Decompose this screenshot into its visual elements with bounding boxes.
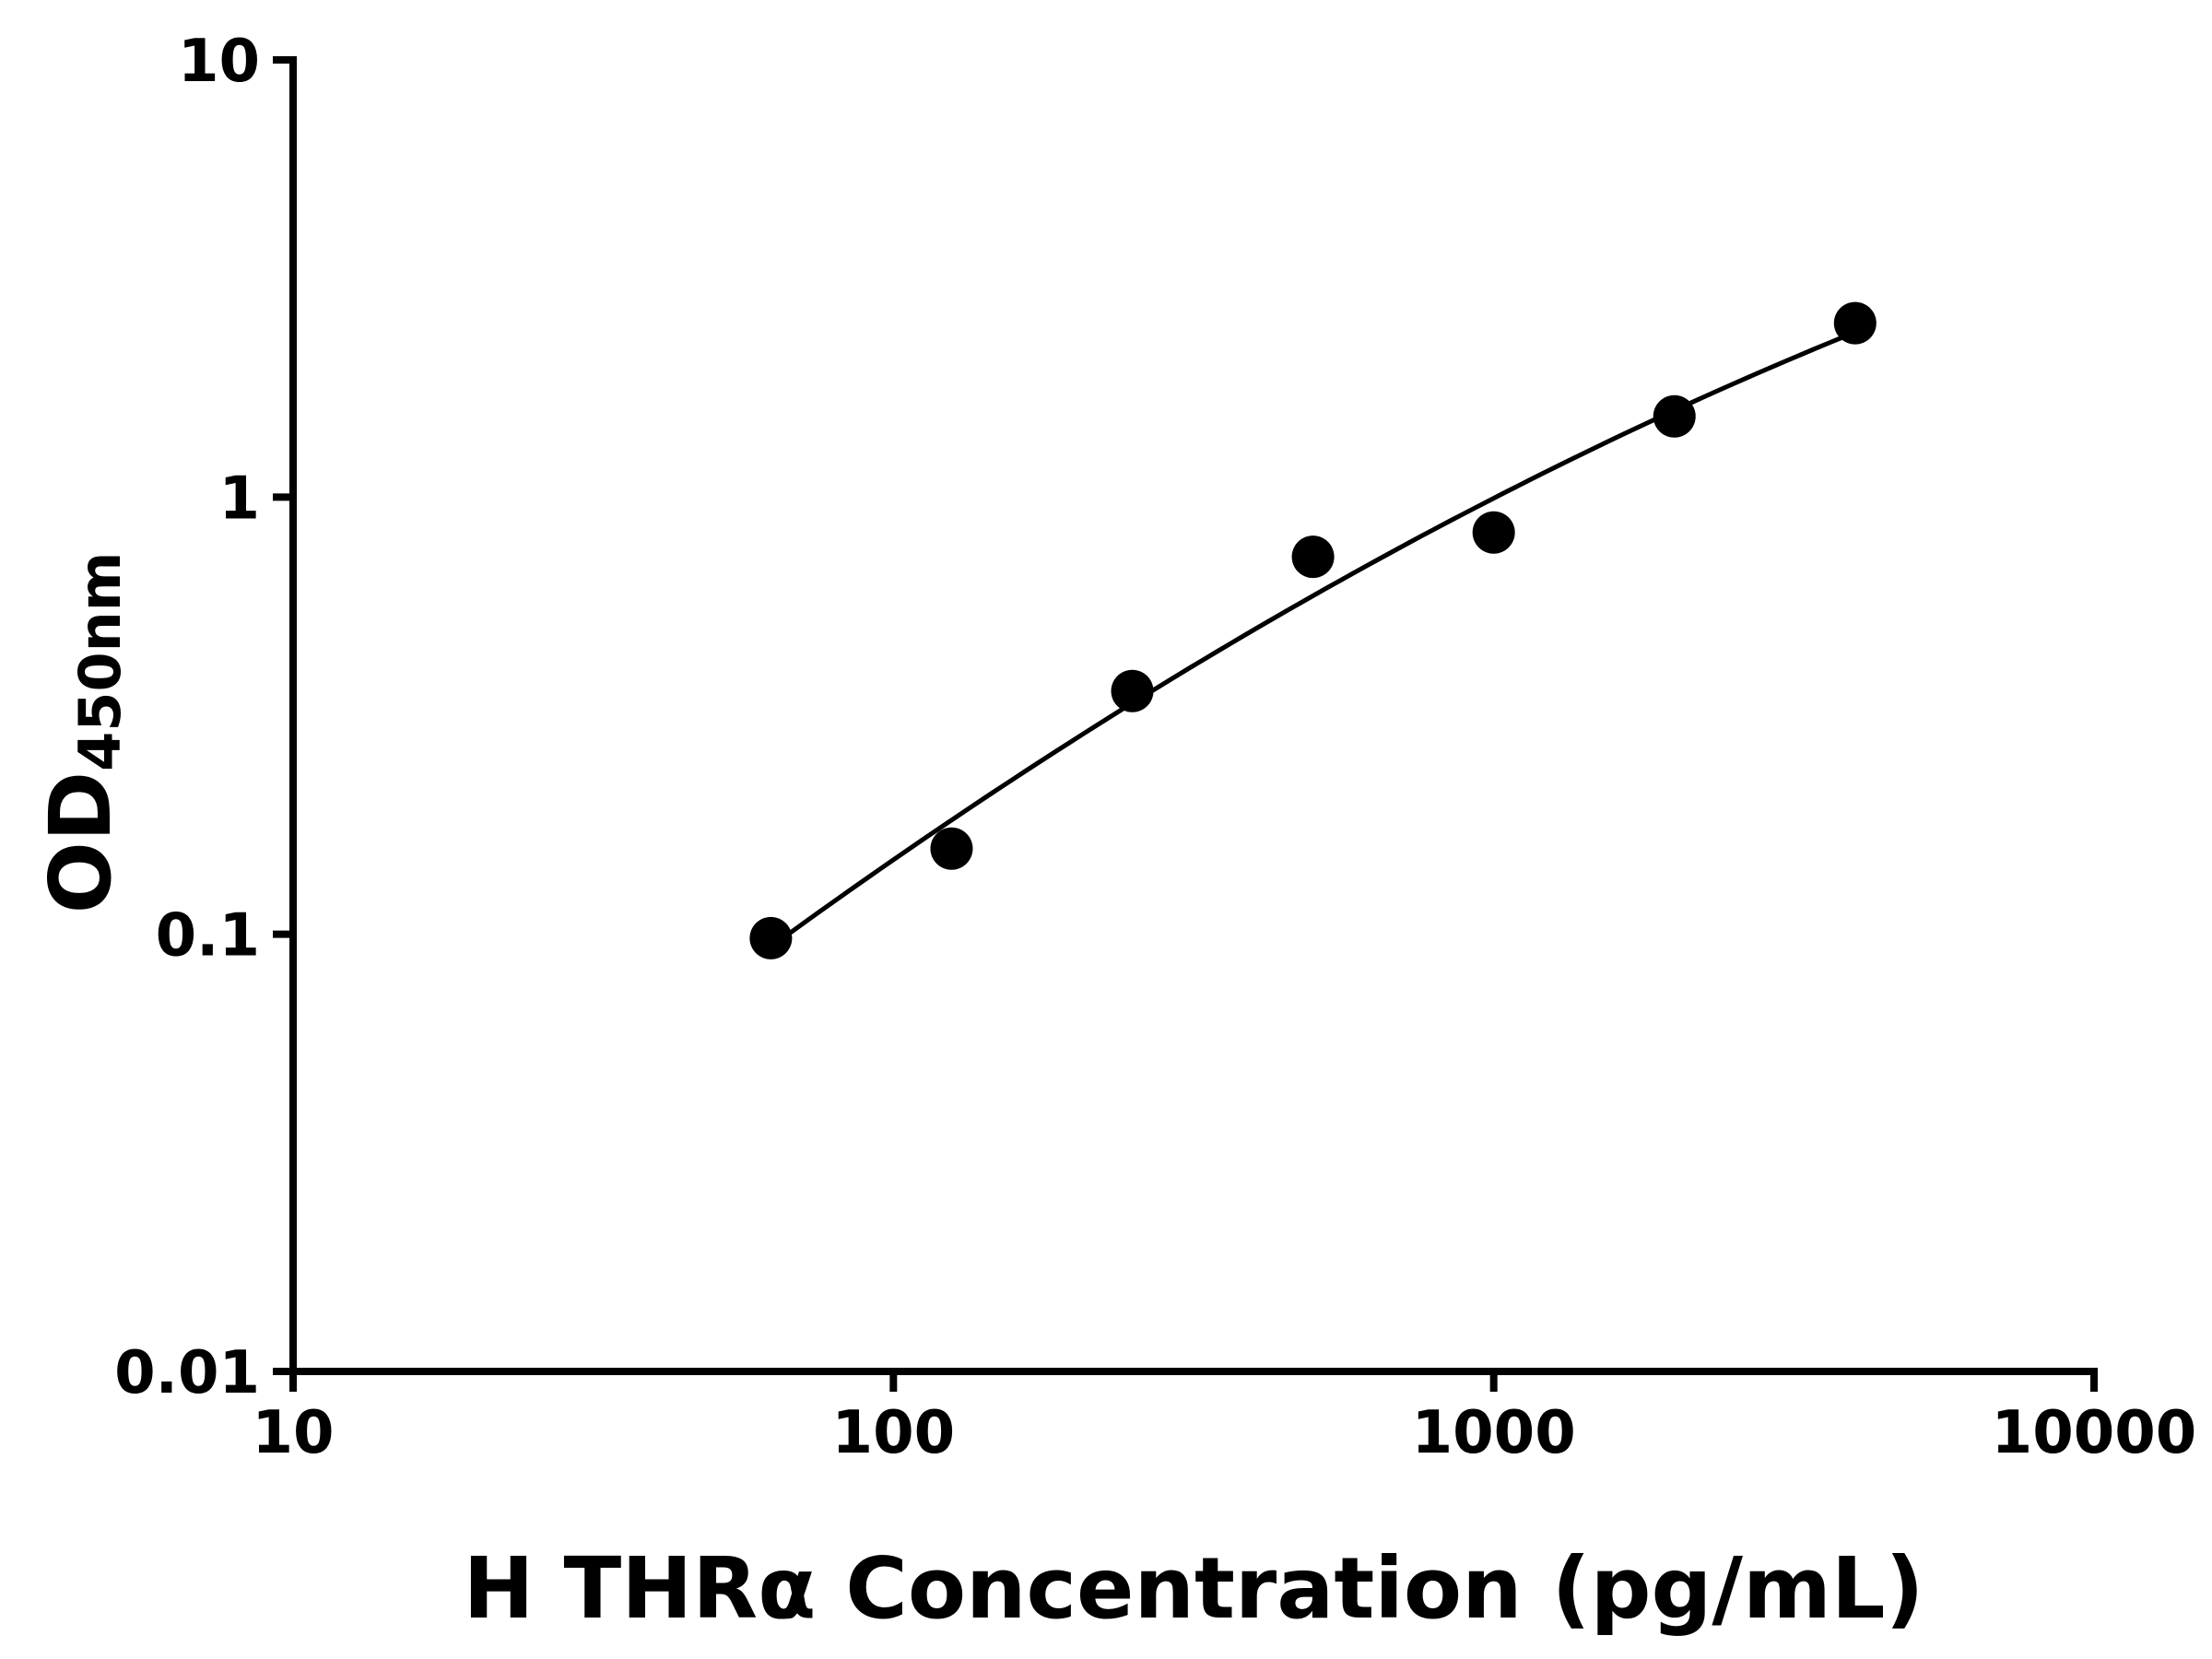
y-tick-label: 10: [178, 28, 260, 96]
y-axis-title-subscript: 450nm: [65, 551, 134, 771]
y-tick-label: 0.1: [156, 902, 260, 971]
data-point: [1472, 511, 1515, 554]
x-tick-label: 10000: [1992, 1399, 2197, 1467]
data-point: [1291, 535, 1335, 579]
x-tick-label: 100: [832, 1399, 956, 1467]
data-point: [1833, 301, 1877, 345]
y-axis-title-main: OD: [31, 771, 130, 914]
data-point: [1653, 394, 1696, 438]
x-tick-label: 1000: [1412, 1399, 1576, 1467]
x-tick-label: 10: [252, 1399, 334, 1467]
y-tick-label: 0.01: [114, 1339, 260, 1407]
y-tick-label: 1: [218, 465, 260, 533]
data-point: [1111, 669, 1154, 712]
y-axis-title: OD450nm: [31, 552, 134, 914]
data-point: [930, 827, 973, 870]
x-axis-title: H THRα Concentration (pg/mL): [463, 1539, 1924, 1638]
data-point: [749, 916, 793, 959]
axes-spines: [289, 56, 2098, 1375]
